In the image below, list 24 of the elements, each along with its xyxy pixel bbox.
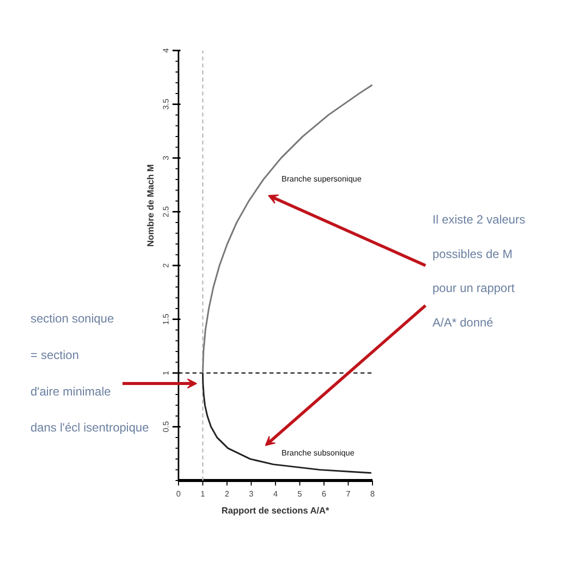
y-tick-label: 1.5 (162, 313, 170, 325)
x-tick-label: 8 (370, 490, 376, 498)
x-tick-label: 5 (298, 490, 303, 498)
y-tick-label: 3 (162, 155, 170, 160)
y-tick-label: 0.5 (162, 420, 170, 432)
x-tick-label: 6 (322, 490, 327, 498)
x-tick-label: 2 (224, 490, 230, 498)
text: section sonique = section d'aire minimale dans l'écl isentropique (30, 312, 149, 435)
y-tick-label: 1 (162, 370, 170, 376)
annotation: Branche supersonique (282, 174, 362, 184)
x-tick-label: 7 (346, 490, 352, 498)
x-axis-title: Rapport de sections A/A* (221, 506, 330, 516)
x-tick-label: 1 (200, 490, 206, 498)
text: Il existe 2 valeurs possibles de M pour un rapport A/A* donné (432, 212, 526, 330)
x-tick-label: 0 (176, 490, 182, 498)
x-tick-label: 3 (249, 490, 254, 498)
y-tick-label: 4 (162, 48, 170, 53)
annotation: Branche subsonique (282, 448, 355, 458)
y-tick-label: 3.5 (162, 98, 170, 110)
line-series (202, 84, 374, 374)
y-axis-title: Nombre de Mach M (146, 164, 156, 247)
x-tick-label: 4 (273, 490, 278, 498)
y-tick-label: 2 (162, 262, 170, 268)
y-tick-label: 2.5 (162, 206, 170, 218)
